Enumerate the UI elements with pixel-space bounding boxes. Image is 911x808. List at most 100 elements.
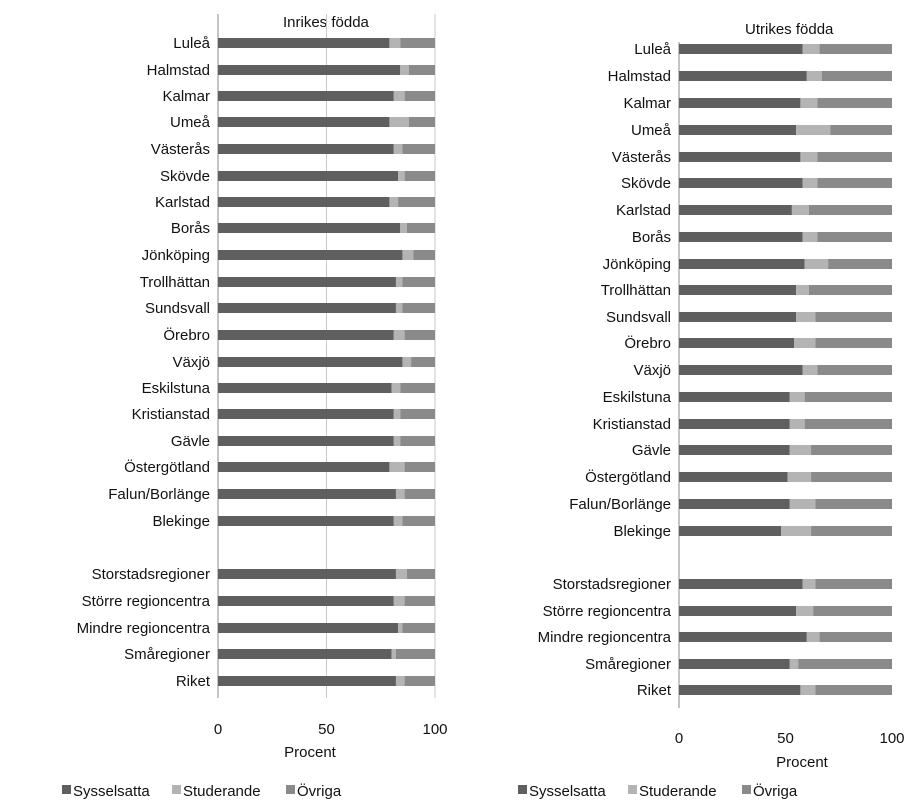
x-tick-label: 50 — [318, 721, 335, 738]
bar-sysselsatta — [679, 659, 790, 669]
bar-sysselsatta — [679, 44, 803, 54]
category-label: Västerås — [151, 141, 210, 158]
bar-studerande — [393, 91, 405, 101]
bar-ovriga — [828, 259, 892, 269]
x-tick-label: 0 — [675, 730, 683, 747]
bar-ovriga — [811, 526, 892, 536]
bar-sysselsatta — [218, 569, 396, 579]
bar-sysselsatta — [679, 445, 790, 455]
category-label: Östergötland — [585, 468, 671, 486]
bar-ovriga — [400, 436, 435, 446]
bar-ovriga — [408, 65, 435, 75]
bar-studerande — [789, 659, 799, 669]
bar-sysselsatta — [679, 338, 795, 348]
bar-sysselsatta — [679, 472, 788, 482]
category-label: Gävle — [632, 442, 671, 459]
bar-studerande — [806, 632, 820, 642]
bar-sysselsatta — [679, 526, 782, 536]
x-tick-label: 100 — [422, 721, 447, 738]
x-axis-title: Procent — [284, 744, 337, 761]
bar-sysselsatta — [218, 117, 390, 127]
bar-sysselsatta — [679, 606, 797, 616]
category-label: Småregioner — [585, 656, 671, 673]
bar-sysselsatta — [218, 330, 394, 340]
legend: Sysselsatta Studerande Övriga — [62, 782, 342, 800]
bar-studerande — [806, 71, 822, 81]
panel-utrikes: Utrikes födda Luleå Halmstad Kalmar Umeå Väst… — [518, 21, 905, 800]
category-label: Eskilstuna — [603, 389, 672, 406]
bar-sysselsatta — [218, 436, 394, 446]
bar-sysselsatta — [218, 197, 390, 207]
category-label: Större regioncentra — [543, 603, 672, 620]
bar-sysselsatta — [218, 676, 396, 686]
bar-ovriga — [411, 357, 435, 367]
category-label: Borås — [171, 220, 210, 237]
bar-studerande — [393, 330, 405, 340]
bar-studerande — [393, 436, 401, 446]
bar-ovriga — [819, 632, 892, 642]
bar-sysselsatta — [679, 419, 790, 429]
bar-studerande — [393, 144, 403, 154]
category-label: Borås — [632, 229, 671, 246]
category-label: Trollhättan — [140, 274, 210, 291]
bar-sysselsatta — [679, 98, 801, 108]
bar-sysselsatta — [679, 259, 805, 269]
bar-studerande — [789, 419, 805, 429]
category-label: Karlstad — [155, 194, 210, 211]
bar-sysselsatta — [218, 489, 396, 499]
category-label: Riket — [637, 682, 672, 699]
category-label: Gävle — [171, 433, 210, 450]
bar-ovriga — [808, 205, 892, 215]
bar-ovriga — [404, 171, 435, 181]
category-label: Umeå — [170, 114, 211, 131]
bar-studerande — [802, 232, 818, 242]
bar-sysselsatta — [218, 649, 392, 659]
bar-ovriga — [815, 579, 892, 589]
bar-ovriga — [402, 303, 435, 313]
category-label: Skövde — [621, 175, 671, 192]
bar-sysselsatta — [218, 516, 394, 526]
bar-ovriga — [815, 312, 892, 322]
category-label: Riket — [176, 673, 211, 690]
panel-title: Utrikes födda — [745, 21, 834, 38]
bar-studerande — [389, 197, 399, 207]
bar-studerande — [400, 65, 409, 75]
bar-sysselsatta — [218, 277, 396, 287]
bar-ovriga — [808, 285, 892, 295]
bar-studerande — [787, 472, 812, 482]
bar-studerande — [393, 596, 405, 606]
bar-sysselsatta — [679, 232, 803, 242]
x-tick-label: 50 — [777, 730, 794, 747]
category-label: Umeå — [631, 122, 672, 139]
bar-studerande — [800, 685, 816, 695]
bar-studerande — [402, 357, 412, 367]
bar-ovriga — [406, 569, 435, 579]
bar-ovriga — [400, 38, 435, 48]
bar-sysselsatta — [218, 596, 394, 606]
category-label: Västerås — [612, 149, 671, 166]
bar-sysselsatta — [679, 71, 807, 81]
category-label: Småregioner — [124, 646, 210, 663]
bar-studerande — [802, 44, 820, 54]
category-label: Storstadsregioner — [553, 576, 671, 593]
bar-ovriga — [821, 71, 892, 81]
bar-sysselsatta — [218, 623, 399, 633]
bar-studerande — [789, 392, 805, 402]
category-label: Blekinge — [613, 523, 671, 540]
bar-sysselsatta — [218, 383, 392, 393]
legend-swatch-ovriga — [286, 785, 295, 794]
category-label: Mindre regioncentra — [538, 629, 672, 646]
category-label: Större regioncentra — [82, 593, 211, 610]
bar-studerande — [781, 526, 812, 536]
x-tick-label: 100 — [879, 730, 904, 747]
bar-ovriga — [817, 152, 892, 162]
bar-sysselsatta — [679, 499, 790, 509]
bar-ovriga — [815, 338, 892, 348]
bar-studerande — [395, 277, 403, 287]
bar-sysselsatta — [679, 152, 801, 162]
bar-ovriga — [400, 409, 435, 419]
bar-ovriga — [398, 197, 435, 207]
bar-ovriga — [413, 250, 435, 260]
category-label: Kristianstad — [593, 416, 671, 433]
category-label: Växjö — [633, 362, 671, 379]
